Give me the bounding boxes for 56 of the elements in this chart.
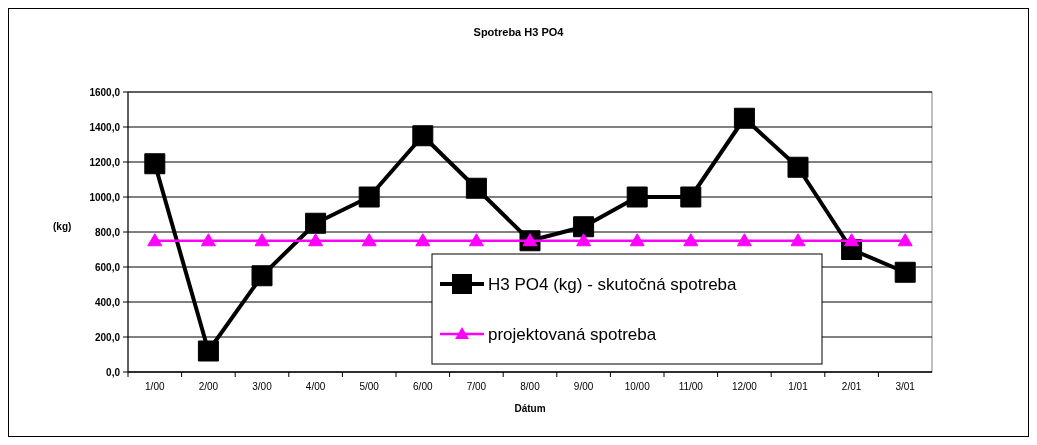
point	[308, 233, 324, 247]
point	[465, 177, 487, 199]
x-tick-label: 5/00	[359, 381, 380, 392]
point	[254, 233, 270, 247]
y-tick-label: 800,0	[94, 226, 121, 238]
point	[844, 233, 860, 247]
point	[626, 186, 648, 208]
y-tick-label: 200,0	[94, 331, 121, 343]
x-tick-label: 1/01	[788, 381, 809, 392]
point	[144, 153, 166, 175]
y-axis-title: (kg)	[53, 220, 72, 232]
point	[629, 233, 645, 247]
x-tick-label: 6/00	[413, 381, 433, 392]
point	[468, 233, 484, 247]
point	[358, 186, 380, 208]
point	[573, 216, 595, 238]
x-tick-label: 10/00	[624, 381, 651, 392]
point	[415, 233, 431, 247]
point	[790, 233, 806, 247]
point	[147, 233, 163, 247]
legend-label: projektovaná spotreba	[488, 324, 657, 344]
y-tick-label: 400,0	[94, 296, 121, 308]
x-tick-label: 2/00	[198, 381, 219, 392]
x-tick-label: 8/00	[520, 381, 541, 392]
x-tick-label: 11/00	[678, 381, 704, 392]
x-tick-label: 12/00	[731, 381, 758, 392]
point	[576, 233, 592, 247]
legend-label: H3 PO4 (kg) - skutočná spotreba	[488, 274, 738, 294]
y-tick-label: 0,0	[106, 366, 121, 378]
point	[894, 261, 916, 283]
point	[197, 340, 219, 362]
point	[412, 125, 434, 147]
point	[251, 265, 273, 287]
point	[897, 233, 913, 247]
y-tick-label: 1000,0	[89, 191, 121, 203]
point	[200, 233, 216, 247]
x-tick-label: 2/01	[841, 381, 862, 392]
y-tick-label: 1200,0	[89, 156, 121, 168]
point	[736, 233, 752, 247]
y-tick-label: 1400,0	[89, 121, 121, 133]
point	[305, 212, 327, 234]
point	[733, 107, 755, 129]
x-tick-label: 3/01	[895, 381, 916, 392]
point	[683, 233, 699, 247]
point	[361, 233, 377, 247]
x-tick-label: 1/00	[145, 381, 165, 392]
x-tick-label: 7/00	[466, 381, 487, 392]
chart-title: Spotreba H3 PO4	[473, 26, 565, 38]
y-tick-label: 1600,0	[89, 86, 121, 98]
point	[787, 156, 809, 178]
y-tick-label: 600,0	[94, 261, 121, 273]
point	[680, 186, 702, 208]
x-axis-title: Dátum	[514, 403, 546, 414]
x-tick-label: 4/00	[305, 381, 326, 392]
x-tick-label: 9/00	[573, 381, 594, 392]
x-tick-label: 3/00	[252, 381, 273, 392]
